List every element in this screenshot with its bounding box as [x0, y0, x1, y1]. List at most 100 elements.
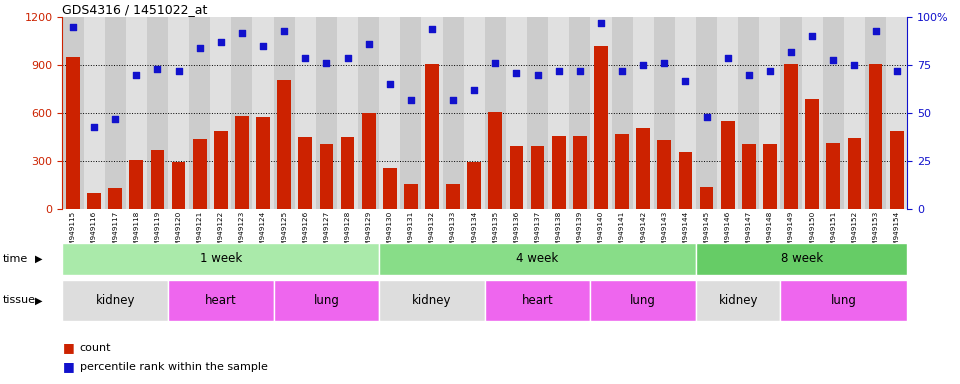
Bar — [700, 187, 713, 209]
Bar — [130, 160, 143, 209]
Text: ■: ■ — [62, 341, 74, 354]
Bar — [446, 184, 460, 209]
Text: heart: heart — [521, 294, 554, 307]
Text: 8 week: 8 week — [780, 252, 823, 265]
Bar — [890, 131, 903, 209]
Point — [826, 56, 841, 63]
Point — [783, 49, 799, 55]
Bar — [210, 17, 231, 209]
Point — [255, 43, 271, 49]
Bar — [780, 280, 907, 321]
Text: kidney: kidney — [95, 294, 135, 307]
Bar — [510, 146, 523, 209]
Bar — [337, 17, 358, 209]
Bar — [696, 17, 717, 209]
Text: ▶: ▶ — [35, 295, 42, 306]
Bar — [256, 117, 270, 209]
Bar — [108, 189, 122, 209]
Bar — [358, 17, 379, 209]
Point — [298, 55, 313, 61]
Point — [762, 68, 778, 74]
Bar — [443, 17, 464, 209]
Bar — [594, 46, 608, 209]
Bar — [869, 64, 882, 209]
Point — [636, 62, 651, 68]
Bar — [805, 99, 819, 209]
Text: lung: lung — [631, 294, 656, 307]
Point — [108, 116, 123, 122]
Bar — [172, 162, 185, 209]
Bar — [548, 17, 569, 209]
Text: kidney: kidney — [412, 294, 452, 307]
Bar — [151, 150, 164, 209]
Bar — [802, 17, 823, 209]
Point — [593, 20, 609, 26]
Bar — [654, 17, 675, 209]
Point — [403, 97, 419, 103]
Bar — [527, 17, 548, 209]
Text: 1 week: 1 week — [200, 252, 242, 265]
Point — [614, 68, 630, 74]
Bar — [231, 17, 252, 209]
Point — [445, 97, 461, 103]
Text: tissue: tissue — [3, 295, 36, 306]
Bar — [569, 17, 590, 209]
Bar — [147, 17, 168, 209]
Bar — [844, 17, 865, 209]
Bar — [62, 243, 379, 275]
Point — [171, 68, 186, 74]
Point — [678, 78, 693, 84]
Bar — [362, 113, 375, 209]
Bar — [531, 146, 544, 209]
Bar — [827, 143, 840, 209]
Bar — [759, 17, 780, 209]
Point — [657, 60, 672, 66]
Text: percentile rank within the sample: percentile rank within the sample — [80, 362, 268, 372]
Bar — [738, 17, 759, 209]
Bar — [468, 162, 481, 209]
Bar — [506, 17, 527, 209]
Point — [720, 55, 735, 61]
Text: lung: lung — [314, 294, 339, 307]
Point — [699, 114, 714, 120]
Point — [804, 33, 820, 40]
Text: lung: lung — [831, 294, 856, 307]
Bar — [636, 128, 650, 209]
Bar — [404, 184, 418, 209]
Bar — [105, 17, 126, 209]
Point — [361, 41, 376, 47]
Bar — [274, 280, 379, 321]
Bar — [485, 280, 590, 321]
Bar — [341, 137, 354, 209]
Text: 4 week: 4 week — [516, 252, 559, 265]
Bar — [379, 280, 485, 321]
Point — [65, 24, 81, 30]
Bar — [823, 17, 844, 209]
Bar — [400, 17, 421, 209]
Point — [741, 72, 756, 78]
Bar — [299, 137, 312, 209]
Bar — [679, 152, 692, 209]
Point — [551, 68, 566, 74]
Bar — [489, 112, 502, 209]
Bar — [383, 169, 396, 209]
Point — [340, 55, 355, 61]
Bar — [126, 17, 147, 209]
Text: ■: ■ — [62, 360, 74, 373]
Bar — [277, 80, 291, 209]
Bar — [763, 144, 777, 209]
Text: ▶: ▶ — [35, 254, 42, 264]
Bar — [274, 17, 295, 209]
Bar — [696, 243, 907, 275]
Bar — [379, 243, 696, 275]
Point — [424, 26, 440, 32]
Bar — [214, 131, 228, 209]
Bar — [721, 121, 734, 209]
Bar — [717, 17, 738, 209]
Bar — [780, 17, 802, 209]
Bar — [421, 17, 443, 209]
Bar — [590, 280, 696, 321]
Point — [382, 81, 397, 88]
Bar — [696, 280, 780, 321]
Text: GDS4316 / 1451022_at: GDS4316 / 1451022_at — [61, 3, 207, 16]
